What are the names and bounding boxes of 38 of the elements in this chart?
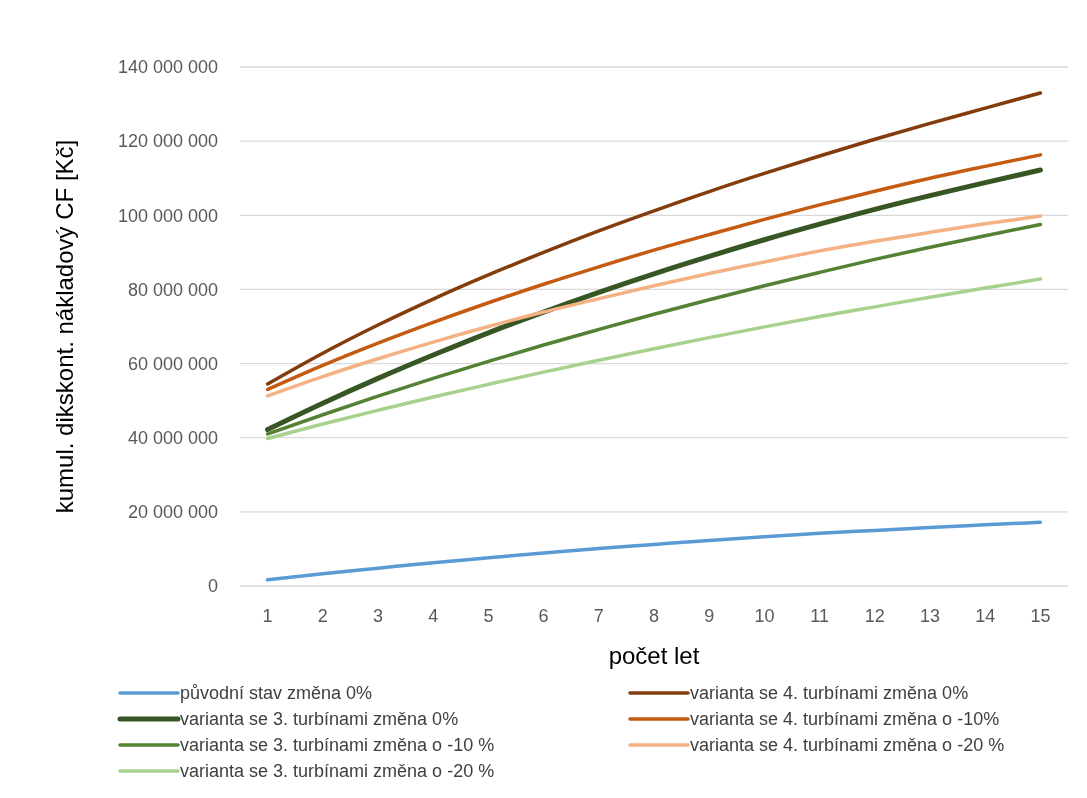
y-tick-label: 80 000 000 [127, 279, 218, 300]
y-tick-label: 100 000 000 [117, 205, 218, 226]
legend-label: varianta se 4. turbínami změna o -20 % [690, 735, 1005, 756]
y-tick-label: 20 000 000 [127, 502, 218, 523]
x-tick-label: 1 [262, 606, 273, 626]
y-tick-label: 0 [207, 576, 218, 597]
x-tick-label: 5 [483, 606, 494, 626]
y-tick-label: 140 000 000 [117, 57, 218, 78]
x-tick-label: 15 [1030, 606, 1051, 626]
legend-label: varianta se 3. turbínami změna o -10 % [180, 735, 495, 756]
x-tick-label: 14 [975, 606, 996, 626]
line-series [265, 214, 1043, 398]
y-tick-label: 60 000 000 [127, 353, 218, 374]
x-tick-label: 11 [810, 606, 829, 626]
legend-label: varianta se 4. turbínami změna 0% [690, 683, 969, 704]
x-tick-label: 2 [317, 606, 328, 626]
legend-label: varianta se 3. turbínami změna 0% [180, 709, 459, 730]
line-series [265, 222, 1043, 436]
x-tick-label: 10 [754, 606, 775, 626]
x-tick-label: 3 [372, 606, 384, 626]
line-series [265, 277, 1043, 441]
line-series [265, 153, 1043, 392]
x-tick-label: 4 [428, 606, 439, 626]
x-tick-label: 6 [538, 606, 549, 626]
x-tick-label: 12 [864, 606, 885, 626]
line-series [265, 520, 1043, 582]
line-series [265, 91, 1043, 386]
x-tick-label: 13 [919, 606, 941, 626]
x-tick-label: 8 [648, 606, 660, 626]
x-tick-label: 9 [704, 606, 715, 626]
x-tick-label: 7 [593, 606, 604, 626]
legend-label: varianta se 3. turbínami změna o -20 % [180, 761, 495, 782]
y-tick-label: 120 000 000 [117, 131, 218, 152]
x-axis-title: počet let [608, 642, 700, 669]
y-tick-label: 40 000 000 [127, 428, 218, 449]
legend-label: varianta se 4. turbínami změna o -10% [690, 709, 1000, 730]
legend-label: původní stav změna 0% [180, 683, 373, 704]
y-axis-title: kumul. dikskont. nákladový CF [Kč] [51, 139, 78, 514]
